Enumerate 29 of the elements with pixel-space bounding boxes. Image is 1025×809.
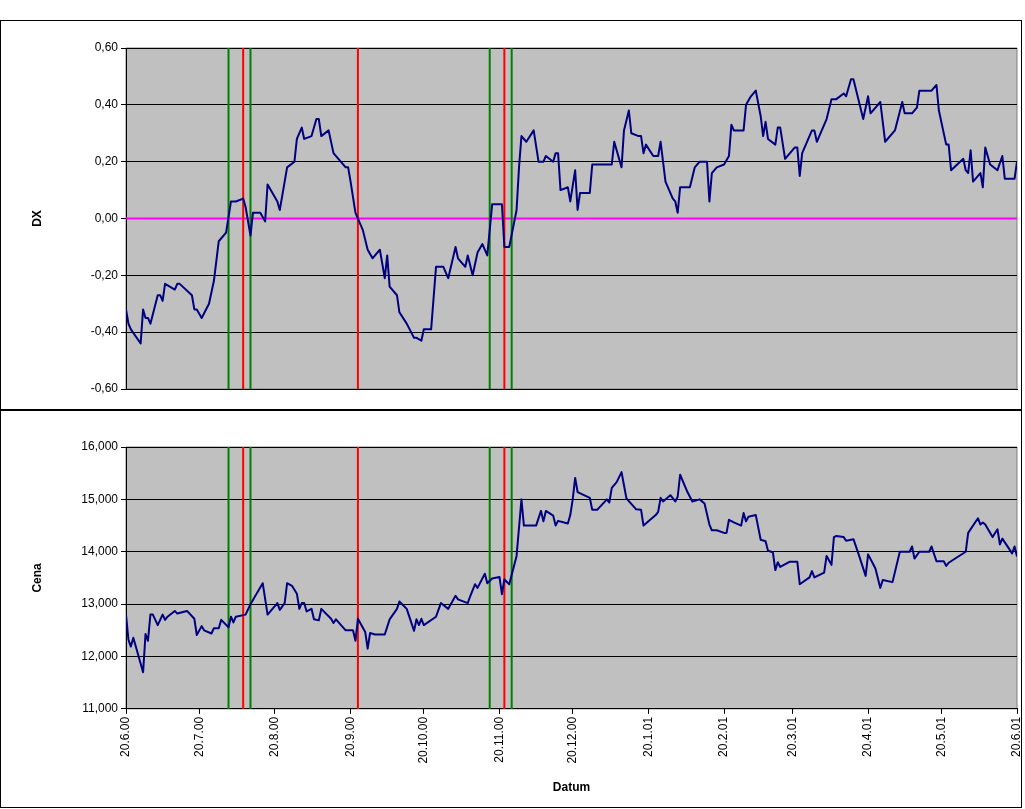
y-tick-label: 0,60 (94, 40, 119, 55)
y-tick-label: 15,000 (81, 491, 119, 506)
y-tick-label: -0,20 (90, 267, 119, 282)
y-tick-label: -0,60 (90, 381, 119, 396)
x-tick-label: 20.8.00 (267, 716, 282, 757)
y-axis-title: Cena (29, 562, 44, 593)
x-tick-label: 20.7.00 (191, 716, 206, 757)
y-tick-label: 12,000 (81, 648, 119, 663)
x-tick-label: 20.10.00 (416, 716, 431, 764)
x-tick-label: 20.5.01 (933, 716, 948, 757)
y-tick-label: -0,40 (90, 324, 119, 339)
y-tick-label: 0,20 (94, 153, 119, 168)
y-axis-title: DX (29, 210, 44, 227)
y-tick-label: 16,000 (81, 439, 119, 454)
x-tick-label: 20.6.01 (1009, 716, 1024, 757)
x-tick-label: 20.9.00 (342, 716, 357, 757)
y-tick-label: 14,000 (81, 544, 119, 559)
x-tick-label: 20.12.00 (565, 716, 580, 764)
x-tick-label: 20.3.01 (784, 716, 799, 757)
y-tick-label: 0,40 (94, 97, 119, 112)
y-tick-label: 13,000 (81, 596, 119, 611)
x-tick-label: 20.2.01 (716, 716, 731, 757)
y-tick-label: 0,00 (94, 210, 119, 225)
x-axis-title: Datum (552, 780, 591, 795)
x-tick-label: 20.1.01 (640, 716, 655, 757)
y-tick-label: 11,000 (82, 701, 119, 716)
x-tick-label: 20.11.00 (491, 716, 506, 763)
x-tick-label: 20.6.00 (118, 716, 133, 757)
x-tick-label: 20.4.01 (860, 716, 875, 757)
